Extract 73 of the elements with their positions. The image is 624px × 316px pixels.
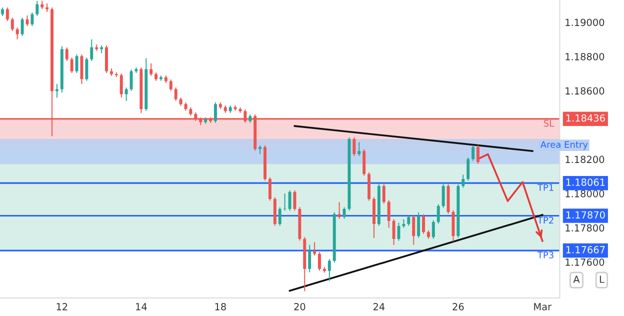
candlestick [120, 72, 123, 98]
candlestick [436, 204, 440, 224]
candlestick [169, 78, 172, 92]
text: 1.17870 [566, 211, 605, 219]
candlestick [30, 12, 34, 27]
y-tick-label: 1.17600 [566, 258, 604, 266]
candlestick [432, 220, 435, 240]
candlestick [318, 252, 321, 272]
x-tick-label: Mar [534, 303, 552, 310]
y-tick-label: 1.18600 [566, 87, 604, 95]
y-tick-label: 1.19000 [566, 18, 604, 26]
x-tick-label: 14 [136, 303, 147, 310]
candlestick [476, 144, 480, 164]
candlestick [85, 57, 88, 82]
candlestick [422, 214, 425, 234]
candlestick [362, 148, 366, 176]
candlestick [36, 0, 39, 16]
candlestick [55, 83, 58, 98]
text: 1.18061 [566, 178, 605, 186]
candlestick [472, 144, 475, 162]
ref-line-label: TP1 [537, 184, 554, 191]
candlestick [387, 200, 390, 228]
candlestick [417, 212, 420, 238]
candlestick [308, 244, 312, 273]
candlestick [462, 174, 465, 188]
x-tick-label: 20 [294, 303, 306, 310]
candlestick [80, 54, 84, 84]
candlestick [75, 54, 78, 74]
candlestick [412, 214, 416, 246]
x-tick-label: 26 [452, 303, 464, 310]
ref-line-label: SL [544, 120, 554, 127]
candlestick [6, 7, 9, 22]
ref-line-label: TP3 [537, 252, 554, 258]
candlestick [452, 210, 455, 242]
candlestick [20, 17, 24, 36]
candlestick [313, 242, 316, 256]
text: 1.17667 [566, 246, 605, 254]
candlestick [392, 218, 396, 246]
candlestick [288, 190, 292, 212]
x-tick-label: 12 [56, 303, 68, 310]
candlestick [328, 258, 331, 282]
y-tick-label: 1.18800 [566, 52, 604, 60]
candlestick [442, 184, 445, 208]
text: A [573, 276, 580, 283]
candlestick [278, 206, 282, 226]
y-tick-label: 1.17800 [566, 224, 604, 232]
candlestick [16, 27, 19, 40]
candlestick [358, 142, 361, 156]
y-tick-label: 1.18000 [566, 190, 604, 198]
text: 1.18436 [566, 114, 605, 122]
band-label: Area Entry [540, 141, 588, 150]
candlestick [214, 102, 217, 124]
ref-line-label: TP2 [537, 216, 554, 224]
candlestick [268, 176, 272, 202]
candlestick [150, 62, 153, 76]
candlestick [283, 193, 286, 212]
candlestick [352, 136, 356, 156]
candlestick [293, 190, 296, 212]
candlestick [105, 45, 108, 74]
candlestick [10, 17, 14, 32]
candlestick [90, 38, 94, 62]
candlestick [65, 46, 68, 62]
candlestick [382, 184, 386, 204]
candlestick [174, 87, 178, 102]
candlestick [70, 57, 74, 74]
candlestick [124, 87, 128, 102]
candlestick [407, 214, 410, 226]
x-tick-label: 18 [215, 303, 226, 310]
candlestick [338, 202, 341, 220]
candlestick [466, 156, 470, 182]
text: L [600, 276, 604, 283]
x-tick-label: 24 [373, 303, 385, 310]
y-tick-label: 1.18200 [566, 156, 604, 164]
